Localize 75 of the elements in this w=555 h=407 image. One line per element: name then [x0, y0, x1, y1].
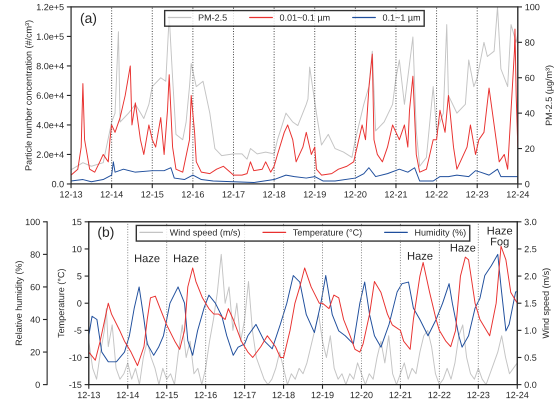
y-tick-label: -15 — [69, 382, 82, 388]
y2-tick-label: 60 — [525, 74, 534, 82]
x-tick-label: 12-17 — [222, 191, 245, 198]
y-tick-label: 2.0e+4 — [36, 151, 64, 158]
x-tick-label: 12-21 — [385, 191, 408, 198]
x-tick-label: 12-14 — [116, 392, 140, 398]
annotation: Haze — [488, 226, 512, 235]
x-tick-label: 12-23 — [466, 191, 488, 198]
x-tick-label: 12-17 — [234, 392, 256, 398]
y2-tick-label: 80 — [525, 39, 534, 46]
legend-label: Temperature (°C) — [293, 229, 362, 238]
x-tick-label: 12-24 — [506, 392, 529, 398]
x-tick-label: 12-19 — [304, 191, 326, 198]
legend-label: Humidity (%) — [415, 229, 466, 238]
y-axis-title: Temperature (°C) — [58, 269, 66, 338]
y2-axis-title: PM-2.5 (µg/m³) — [545, 66, 554, 126]
x-tick-label: 12-22 — [426, 191, 448, 198]
y-tick-label: 5 — [77, 273, 82, 280]
y-tick-label: -10 — [69, 354, 82, 361]
annotation: (a) — [80, 12, 96, 26]
x-tick-label: 12-21 — [390, 392, 412, 398]
y-tick-label: 1.0e+5 — [36, 33, 64, 40]
x-tick-label: 12-14 — [100, 191, 123, 198]
x-tick-label: 12-24 — [506, 191, 530, 198]
y3-tick-label: 20 — [30, 349, 40, 356]
y-axis-title: Particle number concentration (#/cm³) — [25, 20, 34, 170]
y-tick-label: -5 — [74, 327, 82, 334]
y-tick-label: 6.0e+4 — [36, 92, 64, 99]
x-tick-label: 12-23 — [467, 392, 490, 398]
y3-tick-label: 60 — [30, 284, 40, 290]
y2-tick-label: 1.5 — [524, 300, 536, 307]
annotation: Haze — [135, 254, 160, 262]
y-tick-label: 10 — [72, 246, 82, 252]
x-tick-label: 12-18 — [263, 191, 286, 198]
x-tick-label: 12-16 — [182, 191, 204, 198]
legend-label: PM-2.5 — [198, 14, 227, 21]
legend-label: Wind speed (m/s) — [170, 229, 240, 238]
y2-tick-label: 1.0 — [524, 327, 536, 334]
y-tick-label: 0 — [77, 300, 82, 307]
x-tick-label: 12-20 — [344, 191, 367, 198]
y2-tick-label: 20 — [525, 146, 534, 152]
y-tick-label: 1.2e+5 — [36, 4, 64, 10]
x-tick-label: 12-15 — [156, 392, 178, 398]
y-tick-label: 0.0 — [52, 180, 64, 188]
y-tick-label: 8.0e+4 — [36, 62, 64, 70]
annotation: Haze — [450, 244, 476, 252]
annotation: (b) — [98, 226, 114, 240]
y2-tick-label: 2.0 — [524, 273, 536, 280]
annotation: Fog — [491, 238, 509, 248]
y2-tick-label: 3.0 — [524, 218, 536, 226]
x-tick-label: 12-18 — [272, 392, 295, 398]
y-tick-label: 4.0e+4 — [36, 122, 64, 128]
y2-tick-label: 0.0 — [524, 382, 536, 388]
y3-tick-label: 80 — [30, 251, 40, 258]
y3-tick-label: 40 — [30, 316, 40, 323]
y2-tick-label: 0 — [525, 180, 530, 188]
y3-tick-label: 100 — [26, 218, 40, 226]
y2-tick-label: 2.5 — [524, 246, 536, 252]
y2-tick-label: 100 — [525, 4, 540, 10]
y-tick-label: 15 — [72, 218, 82, 226]
x-tick-label: 12-19 — [312, 392, 334, 398]
y2-tick-label: 40 — [524, 110, 534, 117]
x-tick-label: 12-13 — [60, 191, 82, 198]
legend-label: 0.1~1 µm — [382, 14, 420, 23]
annotation: Haze — [408, 252, 432, 260]
annotation: Haze — [174, 254, 199, 262]
x-tick-label: 12-13 — [78, 392, 100, 398]
x-tick-label: 12-15 — [141, 191, 164, 198]
y2-tick-label: 0.5 — [524, 354, 536, 361]
legend-label: 0.01~0.1 µm — [280, 14, 330, 23]
x-tick-label: 12-22 — [428, 392, 450, 398]
x-tick-label: 12-16 — [194, 392, 217, 398]
y3-axis-title: Relative humidity (%) — [15, 261, 24, 346]
y2-axis-title: Wind speed (m/s) — [542, 268, 551, 339]
x-tick-label: 12-20 — [350, 392, 373, 398]
